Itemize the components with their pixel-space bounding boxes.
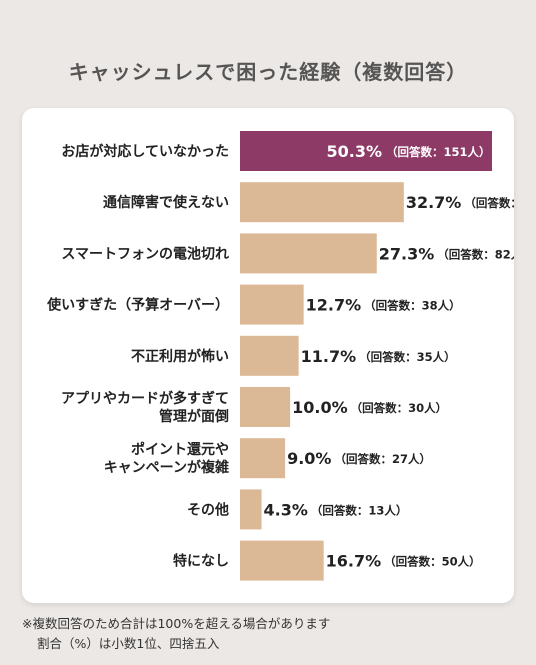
footnote-line-1: ※複数回答のため合計は100%を超える場合があります: [22, 616, 331, 631]
category-label-4: 不正利用が怖い: [131, 348, 229, 365]
category-label-5-1: 管理が面倒: [159, 408, 229, 425]
value-label-0: 50.3%: [326, 142, 382, 161]
count-label-7: （回答数：13人）: [311, 503, 408, 517]
count-label-8: （回答数：50人）: [384, 555, 481, 569]
category-label-6-0: ポイント還元や: [131, 441, 229, 458]
count-label-5: （回答数：30人）: [351, 401, 448, 415]
bar-0: [240, 131, 492, 171]
value-label-4: 11.7%: [301, 347, 357, 366]
bar-1: [240, 182, 404, 223]
value-label-5: 10.0%: [292, 398, 348, 417]
category-label-1: 通信障害で使えない: [103, 194, 229, 211]
bar-7: [240, 489, 262, 530]
chart-title: キャッシュレスで困った経験（複数回答）: [68, 60, 468, 84]
value-label-6: 9.0%: [287, 449, 331, 468]
footnote: ※複数回答のため合計は100%を超える場合があります 割合（%）は小数1位、四捨…: [22, 614, 330, 654]
category-label-5-0: アプリやカードが多すぎて: [61, 390, 229, 407]
category-label-3: 使いすぎた（予算オーバー）: [46, 297, 229, 314]
count-label-4: （回答数：35人）: [359, 350, 456, 364]
bar-3: [240, 284, 304, 325]
count-label-2: （回答数：82人）: [437, 247, 514, 261]
value-label-2: 27.3%: [379, 244, 435, 263]
bar-2: [240, 233, 377, 274]
category-label-8: 特になし: [173, 553, 229, 570]
value-label-3: 12.7%: [306, 296, 362, 315]
value-label-1: 32.7%: [406, 193, 462, 212]
bar-8: [240, 540, 324, 581]
category-label-2: スマートフォンの電池切れ: [61, 245, 229, 262]
bar-6: [240, 438, 286, 479]
category-label-0: お店が対応していなかった: [61, 143, 229, 160]
chart-card: お店が対応していなかった 50.3% （回答数：151人） 通信障害で使えない 32.7…: [22, 108, 514, 603]
count-label-3: （回答数：38人）: [364, 299, 461, 313]
count-label-1: （回答数：98人）: [464, 196, 514, 210]
value-label-8: 16.7%: [326, 552, 382, 571]
bar-chart: お店が対応していなかった 50.3% （回答数：151人） 通信障害で使えない 32.7…: [46, 131, 514, 581]
value-label-7: 4.3%: [264, 500, 308, 519]
count-label-6: （回答数：27人）: [334, 452, 431, 466]
footnote-line-2: 割合（%）は小数1位、四捨五入: [37, 636, 220, 651]
category-label-6-1: キャンペーンが複雑: [104, 459, 229, 476]
count-label-0: （回答数：151人）: [386, 145, 491, 159]
bar-4: [240, 335, 299, 376]
category-label-7: その他: [187, 501, 229, 518]
bar-5: [240, 387, 291, 427]
